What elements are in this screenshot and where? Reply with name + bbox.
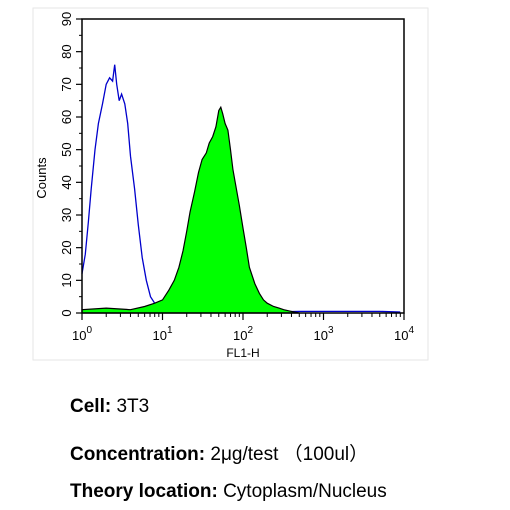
y-tick-label: 80 xyxy=(59,44,74,58)
cell-value: 3T3 xyxy=(116,396,150,417)
y-tick-label: 40 xyxy=(59,175,74,189)
cell-label: Cell: xyxy=(70,396,112,417)
y-tick-label: 60 xyxy=(59,110,74,124)
caption-concentration: Concentration: 2μg/test （100ul） xyxy=(70,439,368,466)
flow-cytometry-histogram: 0 10 20 30 40 50 60 70 80 90 100 101 102 103 104 FL1-H C… xyxy=(32,7,429,361)
x-tick-label: 104 xyxy=(394,325,414,343)
concentration-label: Concentration: xyxy=(70,444,206,465)
location-label: Theory location: xyxy=(70,481,218,502)
caption-cell: Cell: 3T3 xyxy=(70,396,149,418)
y-axis-label: Counts xyxy=(34,157,49,199)
x-tick-label: 103 xyxy=(313,325,333,343)
location-value: Cytoplasm/Nucleus xyxy=(223,481,387,502)
y-tick-label: 70 xyxy=(59,77,74,91)
x-tick-label: 102 xyxy=(233,325,253,343)
y-tick-label: 20 xyxy=(59,240,74,254)
y-tick-label: 10 xyxy=(59,273,74,287)
y-tick-label: 50 xyxy=(59,142,74,156)
x-tick-label: 101 xyxy=(152,325,172,343)
concentration-value: 2μg/test （100ul） xyxy=(210,444,369,465)
figure-frame xyxy=(32,7,429,361)
series-1-area xyxy=(81,105,300,314)
y-tick-label: 30 xyxy=(59,208,74,222)
x-tick-label: 100 xyxy=(72,325,92,343)
y-tick-label: 0 xyxy=(59,309,74,316)
x-axis-label: FL1-H xyxy=(226,346,259,360)
caption-location: Theory location: Cytoplasm/Nucleus xyxy=(70,481,387,503)
y-tick-label: 90 xyxy=(59,12,74,26)
